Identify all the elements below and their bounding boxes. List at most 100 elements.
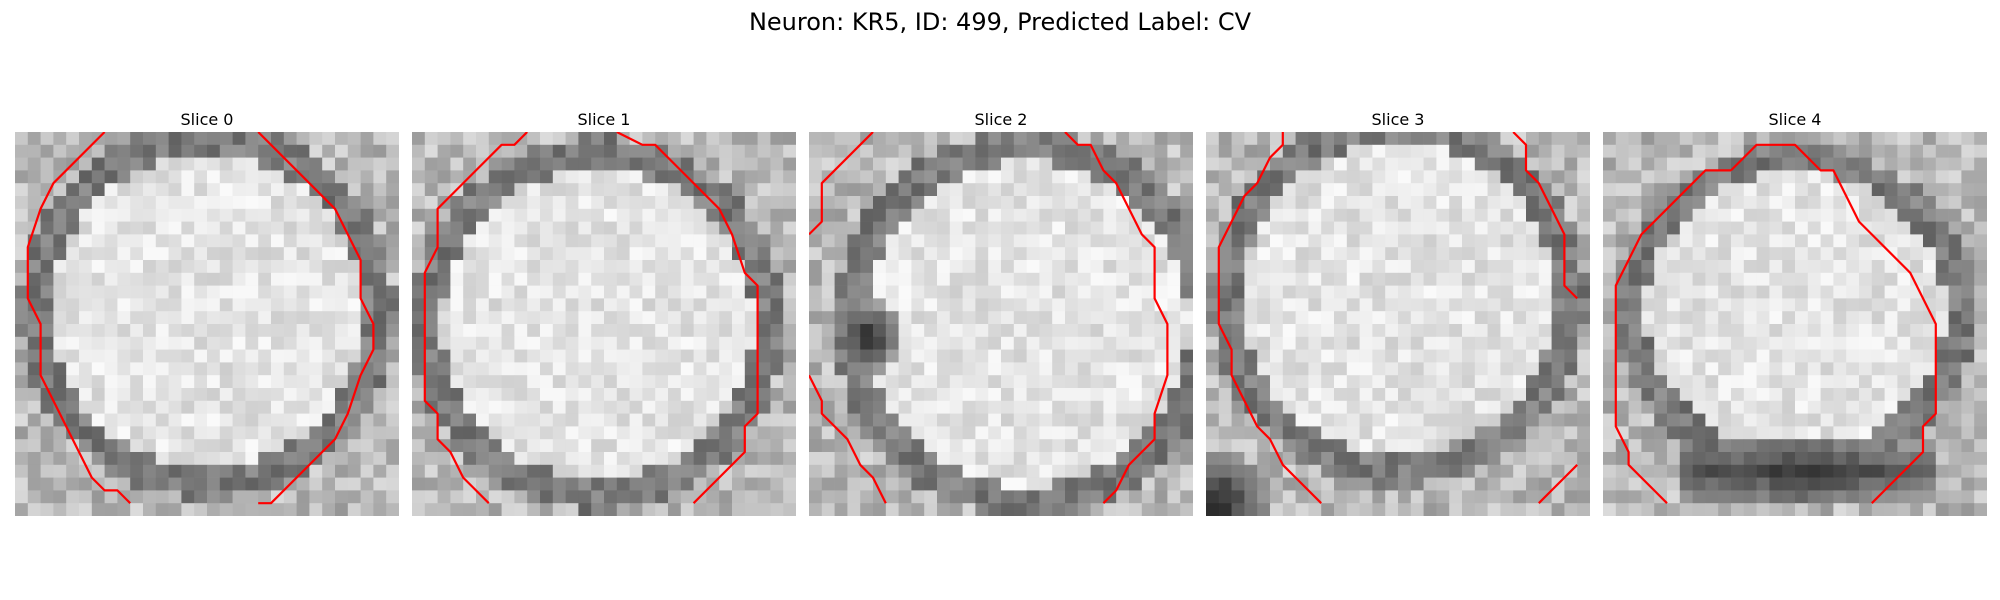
image-pixel <box>1206 426 1220 440</box>
image-pixel <box>565 247 579 261</box>
image-pixel <box>1423 234 1437 248</box>
image-pixel <box>591 272 605 286</box>
image-pixel <box>1846 170 1860 184</box>
image-pixel <box>604 298 618 312</box>
image-pixel <box>1090 285 1104 299</box>
image-pixel <box>629 349 643 363</box>
image-pixel <box>783 388 796 402</box>
image-pixel <box>488 400 502 414</box>
image-pixel <box>79 477 93 491</box>
image-pixel <box>1628 221 1642 235</box>
image-pixel <box>283 464 297 478</box>
image-pixel <box>1398 452 1412 466</box>
image-pixel <box>1206 490 1220 504</box>
image-pixel <box>1718 247 1732 261</box>
image-pixel <box>117 413 131 427</box>
image-pixel <box>15 388 29 402</box>
image-pixel <box>1910 144 1924 158</box>
image-pixel <box>463 336 477 350</box>
image-pixel <box>1974 426 1987 440</box>
image-pixel <box>860 400 874 414</box>
image-pixel <box>757 413 771 427</box>
image-pixel <box>168 426 182 440</box>
image-pixel <box>40 208 54 222</box>
image-pixel <box>412 490 426 504</box>
image-pixel <box>604 362 618 376</box>
image-pixel <box>168 132 182 146</box>
image-pixel <box>412 144 426 158</box>
image-pixel <box>1807 503 1821 516</box>
image-pixel <box>91 311 105 325</box>
image-pixel <box>783 272 796 286</box>
image-pixel <box>1039 285 1053 299</box>
image-pixel <box>1462 388 1476 402</box>
image-pixel <box>847 490 861 504</box>
image-pixel <box>1129 375 1143 389</box>
image-pixel <box>1359 247 1373 261</box>
image-pixel <box>1923 324 1937 338</box>
image-pixel <box>616 426 630 440</box>
image-pixel <box>1884 452 1898 466</box>
image-pixel <box>412 260 426 274</box>
image-pixel <box>1244 503 1258 516</box>
image-pixel <box>104 260 118 274</box>
image-pixel <box>988 324 1002 338</box>
image-pixel <box>578 426 592 440</box>
image-pixel <box>488 477 502 491</box>
image-pixel <box>1410 170 1424 184</box>
image-pixel <box>949 157 963 171</box>
image-pixel <box>1474 477 1488 491</box>
image-pixel <box>680 452 694 466</box>
image-pixel <box>924 144 938 158</box>
image-pixel <box>1398 247 1412 261</box>
image-pixel <box>757 324 771 338</box>
image-pixel <box>949 439 963 453</box>
image-pixel <box>706 452 720 466</box>
image-pixel <box>604 400 618 414</box>
image-pixel <box>1795 336 1809 350</box>
image-pixel <box>1756 464 1770 478</box>
image-pixel <box>1641 208 1655 222</box>
image-pixel <box>937 144 951 158</box>
image-pixel <box>1513 170 1527 184</box>
image-pixel <box>168 196 182 210</box>
image-pixel <box>898 464 912 478</box>
image-pixel <box>783 157 796 171</box>
image-pixel <box>347 311 361 325</box>
image-pixel <box>1667 183 1681 197</box>
image-pixel <box>66 400 80 414</box>
image-pixel <box>1974 349 1987 363</box>
image-pixel <box>437 298 451 312</box>
image-pixel <box>1141 298 1155 312</box>
image-pixel <box>1052 221 1066 235</box>
image-pixel <box>437 272 451 286</box>
image-pixel <box>1398 272 1412 286</box>
image-pixel <box>386 144 399 158</box>
image-pixel <box>937 196 951 210</box>
image-pixel <box>1257 298 1271 312</box>
image-pixel <box>693 298 707 312</box>
image-pixel <box>629 375 643 389</box>
image-pixel <box>258 208 272 222</box>
image-pixel <box>1641 272 1655 286</box>
image-pixel <box>296 503 310 516</box>
image-pixel <box>1231 157 1245 171</box>
image-pixel <box>373 285 387 299</box>
image-pixel <box>693 247 707 261</box>
image-pixel <box>1526 439 1540 453</box>
image-pixel <box>1180 388 1193 402</box>
image-pixel <box>1910 477 1924 491</box>
image-pixel <box>744 336 758 350</box>
image-pixel <box>1769 196 1783 210</box>
image-pixel <box>1218 336 1232 350</box>
image-pixel <box>1603 375 1617 389</box>
image-pixel <box>1897 477 1911 491</box>
image-pixel <box>424 234 438 248</box>
image-pixel <box>488 375 502 389</box>
image-pixel <box>1526 260 1540 274</box>
image-pixel <box>1244 362 1258 376</box>
image-pixel <box>1372 490 1386 504</box>
image-pixel <box>1679 426 1693 440</box>
image-pixel <box>1129 413 1143 427</box>
image-pixel <box>386 260 399 274</box>
